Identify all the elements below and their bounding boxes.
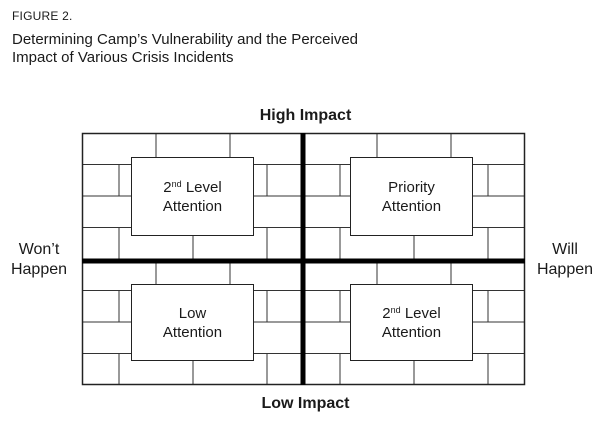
axis-label-will-happen: Will Happen (530, 240, 600, 280)
figure-title-line2: Impact of Various Crisis Incidents (12, 49, 234, 66)
axis-label-low-impact: Low Impact (0, 394, 611, 414)
axis-left-line1: Won’t (18, 241, 60, 258)
axis-top-text: High Impact (259, 107, 352, 124)
quadrant-top-right: Priority Attention (350, 157, 473, 236)
quadrant-top-right-line2: Attention (381, 197, 442, 215)
quadrant-bottom-right-line1: 2nd Level (382, 304, 441, 322)
quadrant-bottom-left: Low Attention (131, 284, 254, 361)
quadrant-top-left-line1: 2nd Level (163, 178, 222, 196)
quadrant-top-right-line1: Priority (388, 178, 435, 196)
axis-bottom-text: Low Impact (261, 395, 350, 412)
axis-label-wont-happen: Won’t Happen (4, 240, 74, 280)
axis-left-line2: Happen (10, 261, 68, 278)
quadrant-top-left: 2nd Level Attention (131, 157, 254, 236)
axis-right-line1: Will (552, 241, 578, 258)
figure-title-line1: Determining Camp’s Vulnerability and the… (12, 31, 359, 48)
axis-label-high-impact: High Impact (0, 106, 611, 126)
quadrant-bottom-right-line2: Attention (381, 323, 442, 341)
quadrant-top-left-line2: Attention (162, 197, 223, 215)
quadrant-bottom-left-line2: Attention (162, 323, 223, 341)
axis-right-line2: Happen (536, 261, 594, 278)
quadrant-bottom-right: 2nd Level Attention (350, 284, 473, 361)
figure-title: Determining Camp’s Vulnerability and the… (12, 31, 358, 67)
quadrant-bottom-left-line1: Low (178, 304, 207, 322)
figure-label: FIGURE 2. (12, 9, 73, 23)
